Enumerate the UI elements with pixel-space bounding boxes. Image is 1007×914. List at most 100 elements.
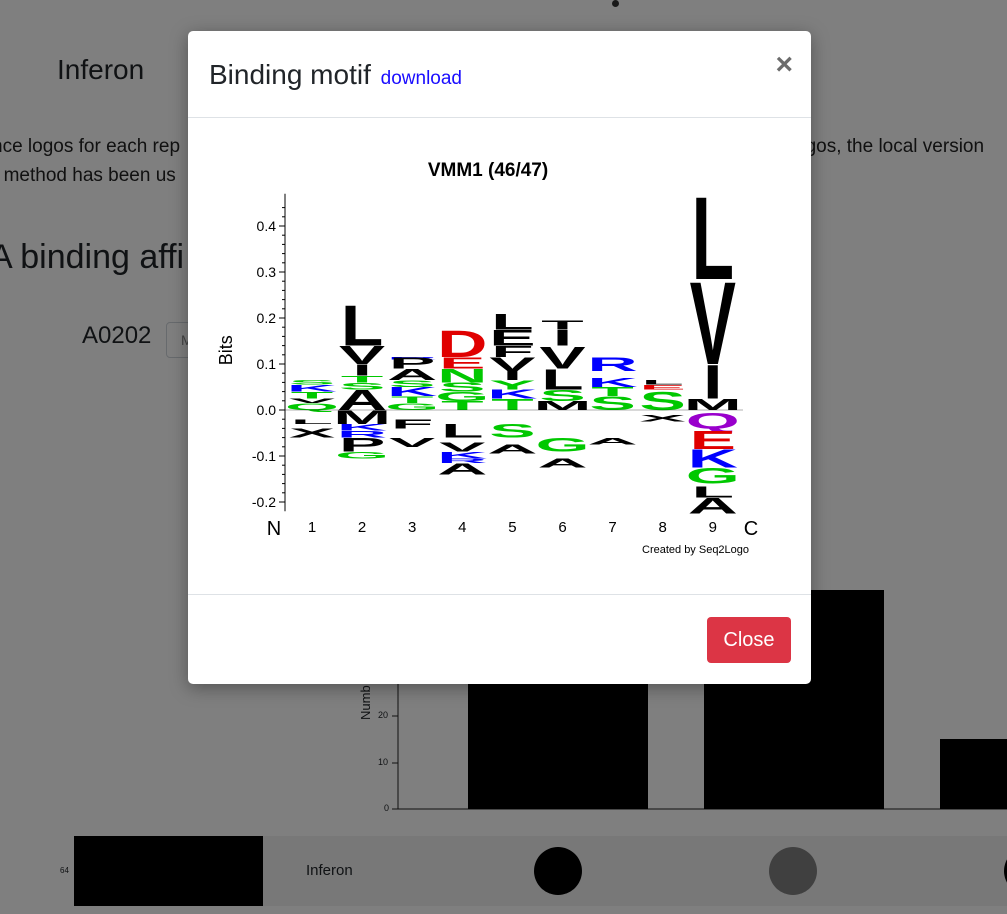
logo-letter-l: L (641, 379, 683, 386)
modal-title: Binding motif download (209, 59, 462, 91)
logo-letter-i: I (553, 325, 572, 350)
logo-letter-i: I (503, 369, 522, 383)
logo-letter-v: V (339, 342, 385, 370)
logo-y-tick-label: 0.4 (257, 218, 277, 234)
logo-title: VMM1 (46/47) (428, 160, 548, 181)
logo-letter-t: T (491, 395, 534, 413)
logo-letter-l: L (491, 309, 533, 334)
logo-letter-s: S (339, 381, 385, 392)
logo-letter-l: L (441, 420, 483, 441)
logo-letter-v: V (690, 257, 736, 390)
logo-letter-s: S (389, 378, 435, 389)
logo-c-terminus-label: C (744, 518, 758, 540)
logo-letter-r: R (437, 457, 487, 464)
logo-position-label: 7 (608, 519, 616, 536)
logo-letter-s: S (289, 379, 335, 386)
logo-letter-n: N (437, 365, 487, 386)
logo-n-terminus-label: N (267, 518, 281, 540)
logo-position-label: 4 (458, 519, 466, 536)
logo-letter-s: S (640, 388, 686, 416)
logo-letter-a: A (588, 436, 638, 447)
logo-letter-q: Q (285, 401, 339, 412)
logo-position-label: 3 (408, 519, 416, 536)
modal-body: VMM1 (46/47) 0.4 0.3 0.2 0.1 0.0 -0.1 -0.2 Bits N… (188, 118, 811, 594)
close-icon[interactable]: × (775, 48, 793, 81)
logo-letter-l: L (341, 293, 383, 358)
logo-letter-t: T (291, 390, 333, 401)
download-link[interactable]: download (380, 68, 462, 89)
logo-letter-p: P (339, 434, 385, 455)
logo-letter-s: S (439, 380, 485, 394)
logo-letter-l: L (692, 172, 734, 305)
logo-letter-r: R (588, 354, 638, 375)
logo-letter-r: R (337, 429, 387, 440)
logo-position-label: 1 (308, 519, 316, 536)
logo-letter-e: E (640, 384, 686, 391)
logo-letter-l: L (692, 483, 734, 501)
modal-footer: Close (188, 594, 811, 685)
logo-letter-v: V (289, 397, 335, 404)
logo-position-label: 6 (558, 519, 566, 536)
logo-letter-i: I (352, 361, 371, 379)
logo-letter-g: G (536, 434, 590, 455)
logo-letter-k: K (588, 375, 638, 389)
logo-letter-t: T (391, 394, 433, 405)
logo-letter-d: D (437, 322, 487, 365)
logo-position-label: 5 (508, 519, 516, 536)
logo-letter-k: K (387, 385, 437, 399)
logo-letter-l: L (541, 364, 583, 396)
logo-letter-s: S (489, 420, 535, 441)
close-button[interactable]: Close (707, 617, 791, 663)
logo-letter-x: X (640, 413, 686, 424)
logo-letter-i: I (703, 355, 722, 409)
logo-y-tick-label: 0.0 (257, 402, 277, 418)
logo-position-label: 9 (709, 519, 717, 536)
logo-letter-s: S (589, 393, 635, 414)
logo-letter-t: T (541, 318, 583, 332)
logo-letter-a: A (437, 460, 487, 478)
logo-letter-k: K (337, 422, 387, 433)
logo-letter-a: A (487, 442, 537, 456)
logo-letter-k: K (287, 383, 337, 394)
logo-letter-f: F (391, 417, 433, 431)
logo-y-tick-label: 0.2 (257, 310, 277, 326)
logo-letter-e: E (439, 354, 485, 372)
logo-y-tick-label: 0.1 (257, 356, 277, 372)
logo-letter-v: V (389, 435, 435, 449)
logo-letter-g: G (686, 463, 740, 488)
logo-letter-y: Y (489, 378, 535, 392)
logo-y-tick-label: -0.2 (252, 494, 276, 510)
logo-letter-q: Q (686, 408, 740, 433)
logo-letter-e: E (690, 427, 736, 455)
logo-letter-r: R (387, 357, 437, 361)
logo-credit: Created by Seq2Logo (642, 544, 749, 556)
logo-position-label: 8 (659, 519, 667, 536)
modal-header: Binding motif download × (188, 31, 811, 118)
logo-letter-a: A (387, 366, 437, 384)
logo-y-tick-label: 0.3 (257, 264, 277, 280)
logo-letter-m: M (534, 398, 592, 412)
logo-letter-v: V (539, 340, 585, 375)
logo-letter-g: G (385, 401, 439, 412)
binding-motif-modal: Binding motif download × VMM1 (46/47) 0.4… (188, 31, 811, 684)
logo-letter-v: V (439, 440, 485, 454)
logo-letter-a: A (337, 385, 387, 417)
logo-letter-x: X (289, 426, 335, 440)
logo-position-label: 2 (358, 519, 366, 536)
logo-letter-a: A (537, 456, 587, 470)
logo-letter-k: K (487, 387, 537, 401)
logo-letter-t: T (591, 385, 633, 399)
logo-y-label: Bits (216, 335, 236, 365)
logo-letter-m: M (684, 395, 742, 413)
logo-letter-a: A (688, 493, 738, 518)
logo-letter-s: S (539, 386, 585, 404)
sequence-logo-chart: VMM1 (46/47) 0.4 0.3 0.2 0.1 0.0 -0.1 -0.2 Bits N… (216, 160, 758, 556)
logo-letter-e: E (489, 325, 535, 350)
logo-letter-p: P (389, 354, 435, 372)
logo-letter-f: F (491, 343, 533, 361)
logo-letter-k: K (688, 445, 738, 473)
logo-letter-t: T (341, 374, 383, 385)
logo-letter-g: G (335, 450, 389, 461)
logo-letter-v: V (489, 354, 535, 375)
logo-letter-k: K (437, 450, 487, 461)
